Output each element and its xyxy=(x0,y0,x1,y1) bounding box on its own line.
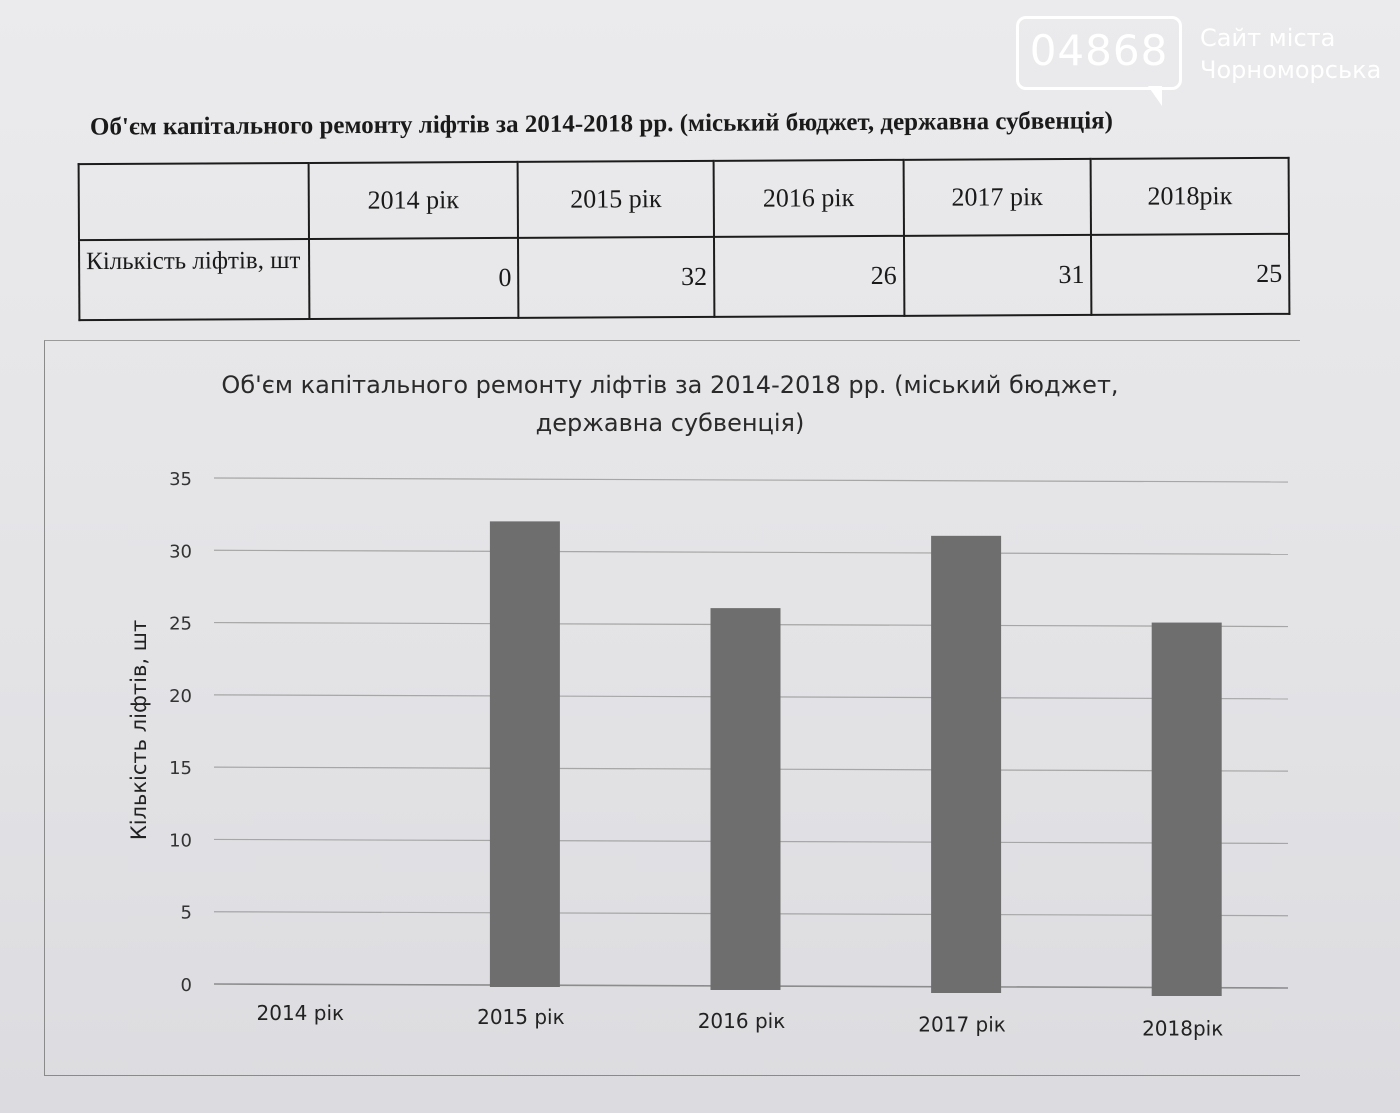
y-tick-label: 20 xyxy=(169,686,192,707)
chart-title: Об'єм капітального ремонту ліфтів за 201… xyxy=(160,366,1180,442)
y-tick-label: 15 xyxy=(169,758,192,779)
chart-title-line-2: державна субвенція) xyxy=(535,409,805,437)
watermark-number: 04868 xyxy=(1029,26,1169,75)
x-tick-label: 2017 рік xyxy=(918,1013,1006,1037)
x-tick-label: 2015 рік xyxy=(477,1005,565,1029)
x-tick-label: 2018рік xyxy=(1142,1017,1223,1041)
bar-5 xyxy=(1151,622,1222,996)
y-tick-label: 5 xyxy=(181,903,192,924)
gridline xyxy=(213,477,1289,483)
watermark-line-2: Чорноморська xyxy=(1200,56,1382,84)
bar-2 xyxy=(489,521,560,987)
bar-3 xyxy=(710,608,781,990)
watermark-badge-tail xyxy=(1148,86,1162,106)
x-tick-label: 2014 рік xyxy=(257,1001,345,1025)
y-tick-label: 0 xyxy=(181,975,192,996)
y-axis-label: Кількість ліфтів, шт xyxy=(127,620,151,840)
watermark-line-1: Сайт міста xyxy=(1200,24,1336,52)
y-tick-label: 10 xyxy=(169,830,192,851)
y-tick-label: 25 xyxy=(169,614,192,635)
chart-title-line-1: Об'єм капітального ремонту ліфтів за 201… xyxy=(221,371,1119,399)
x-tick-label: 2016 рік xyxy=(698,1009,786,1033)
y-tick-label: 35 xyxy=(169,469,192,490)
watermark-badge xyxy=(1016,16,1182,90)
bar-4 xyxy=(931,535,1002,993)
site-watermark: 04868 Сайт міста Чорноморська xyxy=(1016,16,1386,116)
gridline xyxy=(213,549,1289,555)
y-tick-label: 30 xyxy=(169,541,192,562)
chart-frame xyxy=(44,340,1300,1076)
